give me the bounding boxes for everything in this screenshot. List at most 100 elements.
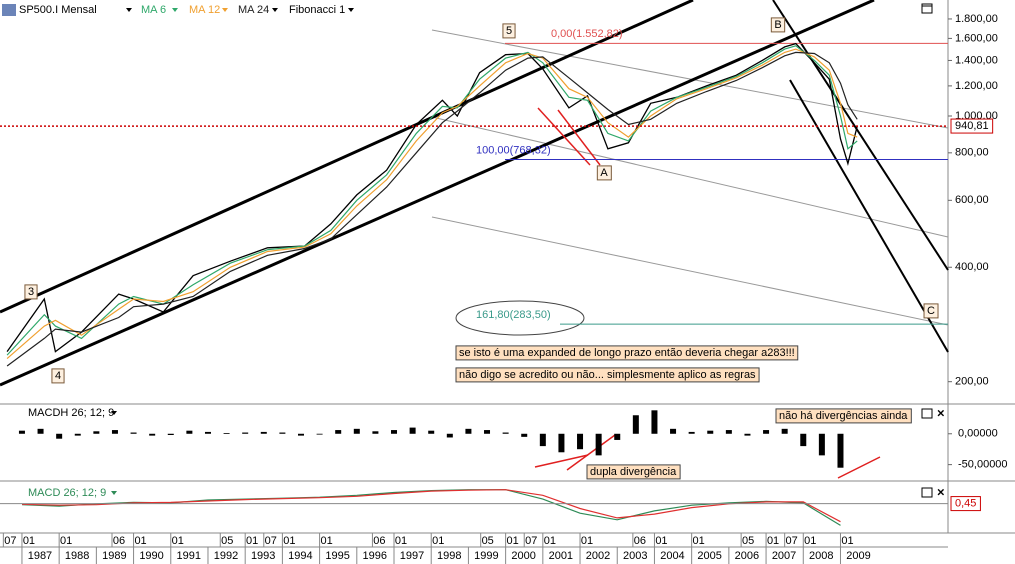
histogram-bar (502, 432, 509, 434)
x-month-label: 05 (221, 535, 233, 547)
wave-label: B (774, 19, 781, 31)
histogram-bar (484, 430, 491, 434)
histogram-bar (688, 431, 695, 434)
y-tick-label: 1.200,00 (955, 80, 998, 92)
histogram-bar (260, 431, 267, 434)
histogram-bar (800, 433, 807, 447)
annotation-box (502, 23, 516, 39)
annotation-note: se isto é uma expanded de longo prazo en… (459, 347, 795, 359)
x-month-label: 01 (544, 535, 556, 547)
dropdown-arrow[interactable] (111, 411, 117, 415)
x-year-label: 1997 (400, 550, 424, 562)
histogram-bar (837, 433, 844, 468)
histogram-bar (409, 427, 416, 434)
x-month-label: 05 (482, 535, 494, 547)
close-button[interactable]: × (937, 484, 945, 499)
histogram-bar (56, 433, 63, 439)
symbol-name[interactable]: SP500.I Mensal (19, 4, 97, 16)
histogram-bar (670, 428, 677, 434)
wave-label: 5 (506, 25, 512, 37)
panel-title[interactable]: MACDH 26; 12; 9 (28, 407, 114, 419)
x-year-label: 1988 (65, 550, 89, 562)
last-value-box (950, 496, 981, 512)
trend-line (0, 0, 875, 387)
x-year-label: 2009 (846, 550, 870, 562)
histogram-bar (111, 430, 118, 434)
annotation-box (596, 165, 612, 181)
histogram-bar (279, 432, 286, 434)
legend-entry[interactable]: MA 6 (141, 4, 166, 16)
maximize-button[interactable] (921, 408, 933, 419)
last-value-box (950, 118, 994, 134)
histogram-bar (651, 410, 658, 434)
histogram-bar (353, 428, 360, 434)
histogram-bar (632, 415, 639, 434)
legend-entry[interactable]: MA 12 (189, 4, 220, 16)
annotation-box (24, 284, 38, 300)
x-month-label: 01 (283, 535, 295, 547)
x-year-label: 1998 (437, 550, 461, 562)
legend-entry[interactable]: MA 24 (238, 4, 269, 16)
trend-line (431, 29, 949, 129)
close-button[interactable]: × (937, 405, 945, 420)
annotation-note: não digo se acredito ou não... simplesme… (459, 369, 756, 381)
y-tick-label: 0,00000 (958, 428, 998, 440)
x-year-label: 1993 (251, 550, 275, 562)
annotation-box (455, 367, 760, 383)
trend-line (772, 0, 949, 271)
histogram-bar (391, 430, 398, 434)
annotation-box (51, 368, 65, 384)
x-year-label: 2006 (735, 550, 759, 562)
y-tick-label: 1.600,00 (955, 32, 998, 44)
last-value-label: 0,45 (955, 497, 976, 509)
fibonacci-label: 0,00(1.552,82) (551, 28, 623, 40)
x-month-label: 06 (373, 535, 385, 547)
x-month-label: 06 (113, 535, 125, 547)
x-year-label: 2007 (772, 550, 796, 562)
histogram-bar (18, 430, 25, 434)
fibonacci-label: 161,80(283,50) (476, 309, 551, 321)
divergence-line (557, 109, 601, 166)
trend-line (431, 216, 949, 326)
histogram-bar (335, 430, 342, 434)
divergence-line (537, 107, 591, 166)
annotations: 5 3 4 A B C se isto é uma expanded de lo… (24, 17, 939, 480)
x-month-label: 01 (655, 535, 667, 547)
histogram-bar (558, 433, 565, 453)
histogram-bar (577, 433, 584, 450)
wave-label: 4 (55, 370, 61, 382)
annotation-box (586, 464, 681, 480)
dropdown-arrow[interactable] (348, 8, 354, 12)
fibonacci-name[interactable]: Fibonacci 1 (289, 4, 345, 16)
histogram-bar (818, 433, 825, 456)
dropdown-arrow[interactable] (126, 8, 132, 12)
histogram-bar (763, 430, 770, 434)
panel-title[interactable]: MACD 26; 12; 9 (28, 487, 106, 499)
x-year-label: 2002 (586, 550, 610, 562)
dropdown-arrow[interactable] (111, 491, 117, 495)
x-month-label: 01 (804, 535, 816, 547)
y-tick-label: -50,00000 (958, 459, 1008, 471)
dropdown-arrow[interactable] (172, 8, 178, 12)
y-tick-label: 800,00 (955, 147, 989, 159)
maximize-button[interactable] (921, 487, 933, 498)
histogram-bar (37, 428, 44, 434)
y-tick-label: 200,00 (955, 376, 989, 388)
y-tick-label: 1.800,00 (955, 13, 998, 25)
histogram-bar (242, 432, 249, 434)
dropdown-arrow[interactable] (272, 8, 278, 12)
x-year-label: 1987 (28, 550, 52, 562)
annotation-box (455, 345, 799, 361)
dropdown-arrow[interactable] (222, 8, 228, 12)
x-year-label: 1990 (139, 550, 163, 562)
histogram-bar (707, 430, 714, 434)
x-year-label: 2001 (549, 550, 573, 562)
trend-lines (0, 0, 949, 479)
y-tick-label: 600,00 (955, 194, 989, 206)
x-year-label: 1999 (474, 550, 498, 562)
histogram-bar (744, 433, 751, 436)
histogram-bar (297, 433, 304, 436)
maximize-button[interactable] (921, 3, 933, 14)
x-month-label: 07 (786, 535, 798, 547)
